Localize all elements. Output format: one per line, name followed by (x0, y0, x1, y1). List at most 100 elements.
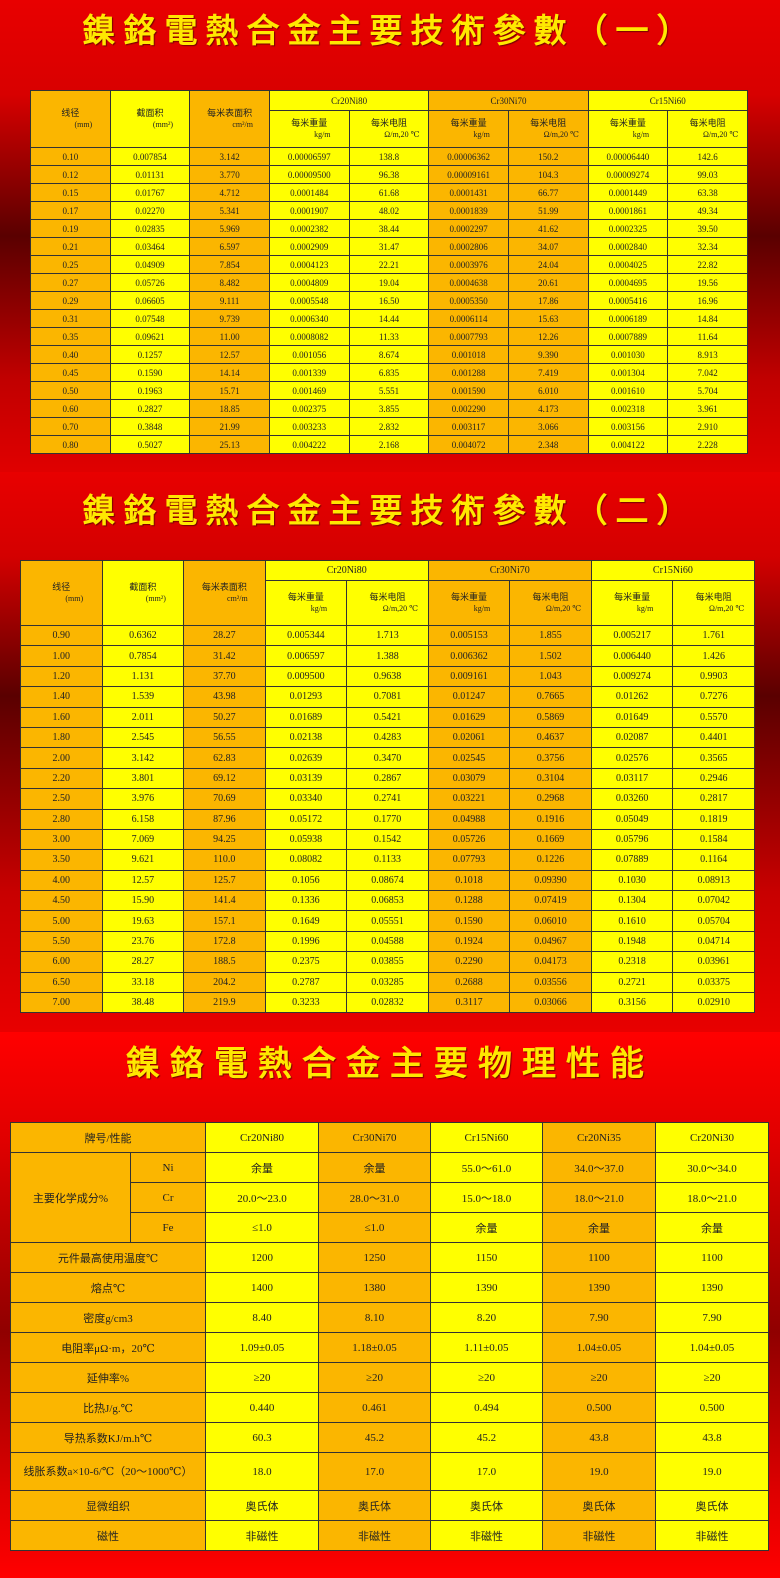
table-cell: 20.61 (507, 273, 589, 292)
table-cell: 0.4637 (509, 726, 592, 749)
table-cell: 2.910 (667, 417, 748, 436)
header-resistance: 每米电阻 Ω/m,20 ℃ (507, 110, 589, 148)
table-cell: 1.60 (20, 706, 103, 728)
table-cell: 0.1649 (264, 910, 348, 932)
table-cell: 5.50 (20, 930, 103, 953)
table-cell: 0.2946 (672, 767, 755, 790)
table-row: 7.00 38.48 219.9 0.3233 0.02832 0.3117 0.03066… (20, 992, 755, 1014)
table-cell: 0.00006440 (587, 147, 669, 166)
table-cell: 余量 (318, 1152, 431, 1183)
table-cell: 8.913 (667, 345, 748, 364)
header-surface: 每米表面积 cm²/m (183, 560, 266, 626)
table-cell: 0.005344 (264, 624, 348, 647)
table-cell: 94.25 (183, 828, 266, 851)
table-cell: 0.004222 (268, 435, 350, 454)
alloy-header: Cr20Ni80 (205, 1122, 319, 1153)
table-cell: 3.142 (189, 147, 270, 166)
table-cell: 0.1584 (672, 828, 755, 851)
table-cell: 104.3 (507, 165, 589, 184)
property-row: 比热J/g.℃ 0.440 0.461 0.494 0.500 0.500 (10, 1392, 769, 1423)
header-unit: Ω/m,20 ℃ (702, 130, 739, 139)
table-cell: 0.04988 (427, 808, 511, 830)
table-cell: 11.33 (348, 327, 430, 346)
property-label: 密度g/cm3 (10, 1302, 206, 1333)
table-cell: 5.341 (189, 201, 270, 220)
alloy-header: Cr30Ni70 (428, 90, 589, 111)
table-cell: 0.02910 (672, 992, 755, 1014)
table-cell: 1.20 (20, 665, 103, 688)
table-cell: 0.07548 (109, 309, 191, 328)
table-cell: 33.18 (101, 971, 185, 994)
table-cell: 1.043 (509, 665, 592, 688)
table-cell: 31.42 (183, 645, 266, 667)
table-row: 2.00 3.142 62.83 0.02639 0.3470 0.02545 0.3756… (20, 747, 755, 769)
table-cell: 188.5 (183, 951, 266, 973)
table-cell: 0.02835 (109, 219, 191, 238)
table-cell: 0.06853 (346, 890, 429, 912)
table-cell: 0.09390 (509, 869, 592, 892)
header-row: 线径 (mm) 截面积 (mm²) 每米表面积 cm²/m Cr20Ni80 Cr30Ni70… (30, 90, 749, 148)
header-resistance: 每米电阻 Ω/m,20 ℃ (348, 110, 430, 148)
table-cell: 43.8 (542, 1422, 656, 1453)
alloy-header: Cr30Ni70 (427, 560, 592, 581)
table-cell: 5.551 (348, 381, 430, 400)
table-cell: 1.761 (672, 624, 755, 647)
header-label: 截面积 (129, 582, 157, 592)
table-cell: 0.2787 (264, 971, 348, 994)
table-cell: ≤1.0 (205, 1212, 319, 1243)
table-cell: 6.010 (507, 381, 589, 400)
header-weight: 每米重量 kg/m (268, 110, 350, 148)
table-cell: 0.1590 (427, 910, 511, 932)
table-cell: 66.77 (507, 183, 589, 202)
table-cell: 0.19 (30, 219, 111, 238)
table-cell: 1400 (205, 1272, 319, 1303)
table-cell: 0.02061 (427, 726, 511, 749)
table-cell: 1.539 (101, 686, 185, 708)
table-cell: 非磁性 (205, 1520, 319, 1551)
table-cell: 0.006440 (590, 645, 674, 667)
table-cell: 0.05551 (346, 910, 429, 932)
table-cell: 0.0002382 (268, 219, 350, 238)
table-cell: 1.18±0.05 (318, 1332, 431, 1363)
table-cell: 4.00 (20, 869, 103, 892)
table-cell: 0.004122 (587, 435, 669, 454)
table-cell: 38.48 (101, 992, 185, 1014)
table-cell: 0.31 (30, 309, 111, 328)
table-cell: 0.03285 (346, 971, 429, 994)
table-cell: 0.6362 (101, 624, 185, 647)
table-row: 0.17 0.02270 5.341 0.0001907 48.02 0.0001839 5… (30, 201, 748, 220)
table-cell: 0.50 (30, 381, 111, 400)
table-cell: 19.63 (101, 910, 185, 932)
table-cell: 奥氏体 (318, 1490, 431, 1521)
table-row: 2.50 3.976 70.69 0.03340 0.2741 0.03221 0.2968… (20, 788, 755, 810)
header-unit: Ω/m,20 ℃ (709, 604, 745, 613)
alloy-header: Cr20Ni35 (542, 1122, 656, 1153)
table-cell: 0.1226 (509, 849, 592, 871)
table-cell: 49.34 (667, 201, 748, 220)
table-cell: 28.27 (183, 624, 266, 647)
table-cell: 0.06010 (509, 910, 592, 932)
header-label: 每米表面积 (201, 582, 247, 592)
table-cell: 1.40 (20, 686, 103, 708)
table-cell: 43.8 (655, 1422, 769, 1453)
header-label: 每米电阻 (369, 592, 406, 602)
property-label: 元件最高使用温度℃ (10, 1242, 206, 1273)
alloy-header: Cr15Ni60 (590, 560, 756, 581)
table-cell: 14.84 (667, 309, 748, 328)
physical-properties-title: 鎳鉻電熱合金主要物理性能 (126, 1044, 654, 1084)
table-cell: 0.006597 (264, 645, 348, 667)
table-cell: 39.50 (667, 219, 748, 238)
table-cell: 19.04 (348, 273, 430, 292)
table-cell: 0.0001431 (428, 183, 509, 202)
header-surface: 每米表面积 cm²/m (189, 90, 270, 148)
table-cell: 1100 (542, 1242, 656, 1273)
header-unit: kg/m (314, 130, 331, 139)
table-cell: 0.7081 (346, 686, 429, 708)
table-cell: 8.40 (205, 1302, 319, 1333)
table-cell: 1150 (430, 1242, 543, 1273)
table-cell: 141.4 (183, 890, 266, 912)
table-cell: 1.00 (20, 645, 103, 667)
table-cell: 1250 (318, 1242, 431, 1273)
header-diameter: 线径 (mm) (20, 560, 103, 626)
table-cell: 19.56 (667, 273, 748, 292)
